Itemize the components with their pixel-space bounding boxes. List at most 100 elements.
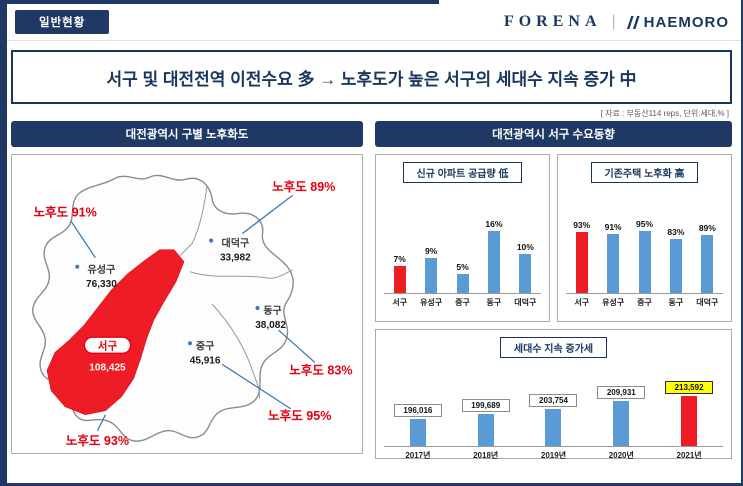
slide-header: 일반현황 FORENA | HAEMORO (7, 0, 741, 41)
bar-column-2017년: 196,016 (384, 404, 452, 446)
bar-column-중구: 95% (629, 219, 660, 293)
seo-gu-region (46, 249, 185, 416)
bar-column-대덕구: 89% (692, 223, 723, 293)
bar-value-label: 213,592 (665, 381, 714, 394)
district-markers (75, 238, 260, 346)
x-axis-label: 유성구 (602, 298, 625, 307)
bar-value-label: 91% (604, 222, 622, 232)
chart-x-axis: 2017년 2018년 2019년 2020년 2021년 (384, 450, 723, 461)
new-supply-chart: 7% 9% 5% 16% 10% 서구 유성구 중구 동구 대덕구 (376, 201, 549, 308)
x-axis-label: 2019년 (540, 451, 567, 460)
district-households-yuseong: 76,330 (86, 279, 117, 290)
bar (613, 401, 630, 446)
daejeon-district-map: 유성구 76,330 대덕구 33,982 동구 38,082 중구 45,91… (32, 174, 353, 448)
housing-aging-chart-box: 기존주택 노후화 高 93% 91% 95% 83% 89% 서구 유성구 중구 동구 대덕구 (557, 154, 732, 322)
bar (607, 234, 620, 293)
left-panel-title: 대전광역시 구별 노후화도 (11, 121, 363, 147)
new-supply-chart-box: 신규 아파트 공급량 低 7% 9% 5% 16% 10% 서구 유성구 중구 동구 대덕구 (375, 154, 550, 322)
chart-plot-area: 93% 91% 95% 83% 89% (566, 201, 723, 294)
bar (638, 231, 651, 293)
bar-column-2020년: 209,931 (587, 386, 655, 446)
section-badge: 일반현황 (15, 10, 110, 34)
x-axis-label: 서구 (392, 298, 408, 307)
bar (519, 254, 532, 293)
haemoro-wordmark: HAEMORO (643, 13, 729, 31)
demand-trend-panel: 대전광역시 서구 수요동향 신규 아파트 공급량 低 7% 9% 5% 16% 10% 서… (375, 121, 732, 461)
x-axis-label: 2021년 (676, 451, 702, 460)
bar (477, 414, 494, 446)
chart-x-axis: 서구 유성구 중구 동구 대덕구 (566, 297, 723, 308)
bar-column-서구: 93% (566, 220, 597, 293)
content-panels: 대전광역시 구별 노후화도 (11, 121, 732, 461)
bar-value-label: 5% (456, 262, 469, 272)
bar (575, 232, 588, 293)
bar-column-2018년: 199,689 (452, 399, 520, 446)
aging-note-yuseong: 노후도 91% (33, 204, 96, 219)
daejeon-map-box: 유성구 76,330 대덕구 33,982 동구 38,082 중구 45,91… (11, 154, 363, 454)
chart-plot-area: 7% 9% 5% 16% 10% (384, 201, 541, 294)
bar (701, 235, 714, 293)
aging-note-seo: 노후도 93% (66, 433, 129, 448)
district-households-seo: 108,425 (89, 362, 126, 373)
x-axis-label: 유성구 (420, 298, 443, 307)
bar-column-대덕구: 10% (510, 242, 541, 293)
bar-value-label: 199,689 (461, 399, 510, 412)
bar-value-label: 7% (393, 254, 406, 264)
seo-gu-label-pill (83, 336, 132, 355)
district-households-dong: 38,082 (255, 320, 286, 331)
bar-value-label: 89% (698, 223, 716, 233)
bar-value-label: 10% (516, 242, 534, 252)
district-name-daedeok: 대덕구 (221, 237, 249, 250)
household-growth-chart: 196,016 199,689 203,754 209,931 213,592 2017년… (376, 360, 731, 461)
headline-banner: 서구 및 대전전역 이전수요 多 → 노후도가 높은 서구의 세대수 지속 증가… (11, 50, 732, 104)
bar-value-label: 9% (424, 246, 438, 256)
aging-map-panel: 대전광역시 구별 노후화도 (11, 121, 363, 459)
bar-column-유성구: 9% (415, 246, 446, 293)
x-axis-label: 중구 (455, 298, 470, 307)
aging-note-dong: 노후도 83% (289, 362, 352, 377)
bar-value-label: 95% (636, 219, 654, 229)
bar-value-label: 196,016 (393, 404, 442, 417)
district-name-seo: 서구 (98, 339, 118, 352)
bar-column-유성구: 91% (597, 222, 628, 293)
logo-divider: | (611, 13, 616, 30)
district-name-dong: 동구 (263, 305, 282, 317)
bar-value-label: 209,931 (597, 386, 646, 399)
x-axis-label: 동구 (486, 298, 502, 307)
headline-text: 서구 및 대전전역 이전수요 多 → 노후도가 높은 서구의 세대수 지속 증가… (106, 69, 637, 89)
district-borders (179, 185, 293, 399)
connector-lines (70, 194, 316, 432)
new-supply-chart-title: 신규 아파트 공급량 低 (402, 162, 523, 183)
bar (487, 231, 500, 293)
housing-aging-chart-title: 기존주택 노후화 高 (590, 162, 699, 183)
bar-value-label: 203,754 (529, 394, 578, 407)
bar (545, 409, 562, 446)
x-axis-label: 서구 (574, 298, 590, 307)
aging-note-jung: 노후도 95% (268, 408, 331, 423)
district-households-jung: 45,916 (190, 355, 221, 366)
chart-plot-area: 196,016 199,689 203,754 209,931 213,592 (384, 360, 723, 447)
x-axis-label: 대덕구 (514, 298, 537, 307)
bar-column-동구: 16% (478, 219, 509, 293)
bar-value-label: 93% (573, 220, 591, 230)
household-growth-chart-title: 세대수 지속 증가세 (499, 337, 608, 358)
bar (456, 274, 469, 293)
bar-value-label: 83% (667, 227, 685, 237)
x-axis-label: 중구 (637, 298, 652, 307)
bar (425, 258, 438, 293)
x-axis-label: 동구 (668, 298, 684, 307)
x-axis-label: 2017년 (405, 451, 431, 460)
bar-column-2021년: 213,592 (655, 381, 723, 446)
bar (393, 266, 406, 293)
bar-column-2019년: 203,754 (520, 394, 588, 446)
household-growth-chart-box: 세대수 지속 증가세 196,016 199,689 203,754 209,931 2… (375, 329, 732, 461)
logo-area: FORENA | HAEMORO (504, 13, 729, 31)
bar-column-중구: 5% (447, 262, 478, 293)
x-axis-label: 대덕구 (696, 298, 719, 307)
bar-value-label: 16% (485, 219, 503, 229)
x-axis-label: 2020년 (608, 451, 634, 460)
housing-aging-chart: 93% 91% 95% 83% 89% 서구 유성구 중구 동구 대덕구 (558, 201, 731, 308)
district-name-yuseong: 유성구 (88, 263, 116, 276)
bar-column-서구: 7% (384, 254, 415, 293)
